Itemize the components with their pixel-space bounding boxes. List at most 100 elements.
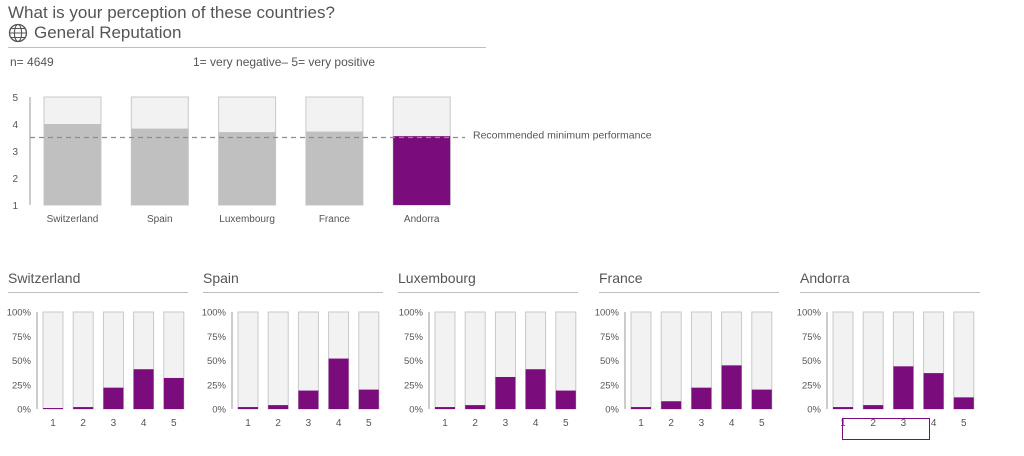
y-tick-label: 0% <box>605 405 619 416</box>
y-tick-label: 50% <box>802 356 822 367</box>
page-title: What is your perception of these countri… <box>8 3 335 22</box>
x-tick-label: 2 <box>668 418 674 429</box>
y-tick-label: 1 <box>12 201 18 212</box>
y-tick-label: 0% <box>17 405 31 416</box>
bar <box>833 407 853 409</box>
x-tick-label: 5 <box>961 418 967 429</box>
y-tick-label: 50% <box>207 356 227 367</box>
bar <box>953 397 974 409</box>
distribution-chart: 0% 25% 50% 75% 100% 1 2 3 4 5 <box>7 308 185 429</box>
y-tick-label: 50% <box>600 356 620 367</box>
title-underline <box>599 292 779 293</box>
country-title: Luxembourg <box>398 270 476 286</box>
bar <box>393 136 451 205</box>
low-scores-highlight <box>842 418 930 440</box>
y-tick-label: 50% <box>404 356 424 367</box>
distribution-chart: 0% 25% 50% 75% 100% 1 2 3 4 5 <box>797 308 975 429</box>
y-tick-label: 25% <box>12 380 32 391</box>
y-tick-label: 50% <box>12 356 32 367</box>
x-tick-label: 3 <box>111 418 117 429</box>
x-tick-label: 3 <box>503 418 509 429</box>
mean-score-chart: 1 2 3 4 5 Switzerland Spain Luxembourg France And… <box>12 93 652 225</box>
x-tick-label: 2 <box>472 418 478 429</box>
x-tick-label: 1 <box>442 418 448 429</box>
y-tick-label: 25% <box>207 380 227 391</box>
x-tick-label: 4 <box>141 418 147 429</box>
bar-background <box>832 311 854 410</box>
y-tick-label: 5 <box>12 93 18 104</box>
bar-background <box>630 311 652 410</box>
x-tick-label: 5 <box>171 418 177 429</box>
title-underline <box>203 292 383 293</box>
x-tick-label: 4 <box>729 418 735 429</box>
x-tick-label: 5 <box>563 418 569 429</box>
bar <box>238 407 258 409</box>
y-tick-label: 75% <box>802 332 822 343</box>
bar-background <box>42 311 64 410</box>
bar <box>721 365 742 409</box>
y-tick-label: 100% <box>595 308 620 319</box>
bar-background <box>72 311 94 410</box>
y-tick-label: 25% <box>404 380 424 391</box>
x-tick-label: 4 <box>533 418 539 429</box>
bar <box>43 408 63 409</box>
country-title: France <box>599 270 643 286</box>
x-tick-label: 1 <box>50 418 56 429</box>
bar <box>133 369 154 409</box>
y-tick-label: 25% <box>600 380 620 391</box>
country-title: Andorra <box>800 270 850 286</box>
bar <box>751 389 772 409</box>
bar-background <box>267 311 289 410</box>
bar <box>298 390 319 409</box>
country-title: Switzerland <box>8 270 81 286</box>
title-underline <box>800 292 980 293</box>
subtitle-label: General Reputation <box>34 23 182 42</box>
bar-background <box>953 311 975 410</box>
reference-line-label: Recommended minimum performance <box>473 130 652 142</box>
x-tick-label: France <box>319 214 351 225</box>
bar <box>328 358 349 409</box>
scale-note: 1= very negative– 5= very positive <box>193 55 376 69</box>
y-tick-label: 75% <box>207 332 227 343</box>
x-tick-label: 4 <box>931 418 937 429</box>
bar <box>893 366 914 409</box>
bar <box>131 128 189 205</box>
x-tick-label: 1 <box>840 418 846 429</box>
bar <box>631 407 651 409</box>
title-underline <box>398 292 578 293</box>
bar <box>525 369 546 409</box>
x-tick-label: 3 <box>306 418 312 429</box>
bar <box>218 132 276 205</box>
y-tick-label: 100% <box>202 308 227 319</box>
y-tick-label: 0% <box>409 405 423 416</box>
bar-background <box>464 311 486 410</box>
x-tick-label: 2 <box>80 418 86 429</box>
globe-icon <box>8 23 28 43</box>
bar <box>661 401 682 409</box>
bar <box>435 407 455 409</box>
y-tick-label: 0% <box>212 405 226 416</box>
distribution-chart: 0% 25% 50% 75% 100% 1 2 3 4 5 <box>399 308 577 429</box>
y-tick-label: 75% <box>404 332 424 343</box>
bar-background <box>862 311 884 410</box>
bar <box>268 405 289 409</box>
x-tick-label: 5 <box>366 418 372 429</box>
x-tick-label: Switzerland <box>47 214 99 225</box>
x-tick-label: 1 <box>245 418 251 429</box>
x-tick-label: 5 <box>759 418 765 429</box>
x-tick-label: Spain <box>147 214 173 225</box>
section-heading: General Reputation <box>8 23 181 43</box>
bar <box>73 407 94 409</box>
bar <box>923 373 944 409</box>
y-tick-label: 100% <box>7 308 32 319</box>
y-tick-label: 100% <box>797 308 822 319</box>
country-title: Spain <box>203 270 239 286</box>
y-tick-label: 0% <box>807 405 821 416</box>
y-tick-label: 3 <box>12 147 18 158</box>
x-tick-label: 1 <box>638 418 644 429</box>
y-tick-label: 4 <box>12 120 18 131</box>
x-tick-label: 4 <box>336 418 342 429</box>
x-tick-label: Luxembourg <box>219 214 275 225</box>
bar <box>358 389 379 409</box>
title-underline <box>8 292 188 293</box>
